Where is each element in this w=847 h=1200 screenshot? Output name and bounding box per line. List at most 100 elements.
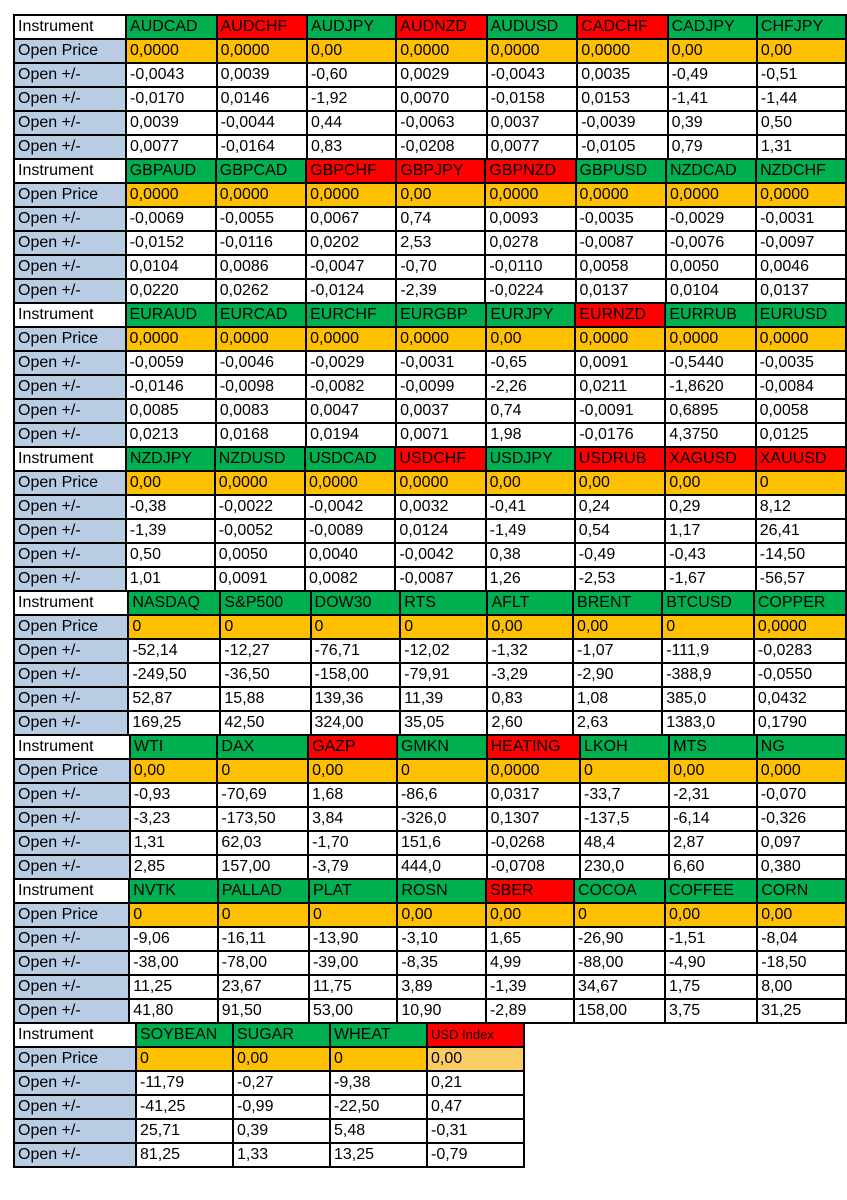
instrument-header-cell[interactable]: COPPER xyxy=(752,590,847,616)
open-delta-cell[interactable]: 2,60 xyxy=(486,710,575,736)
open-price-cell[interactable]: 0,0000 xyxy=(124,182,217,208)
open-price-cell[interactable]: 0,0000 xyxy=(664,182,758,208)
open-delta-cell[interactable]: -0,0044 xyxy=(215,110,308,136)
instrument-header-cell[interactable]: AUDJPY xyxy=(305,14,398,40)
row-label-open-delta[interactable]: Open +/- xyxy=(13,830,131,856)
instrument-header-cell[interactable]: CADJPY xyxy=(666,14,758,40)
open-price-cell[interactable]: 0 xyxy=(135,1046,234,1072)
open-price-cell[interactable]: 0,00 xyxy=(666,38,758,64)
open-price-cell[interactable]: 0,00 xyxy=(572,614,664,640)
open-price-cell[interactable]: 0,0000 xyxy=(303,470,397,496)
row-label-open-delta[interactable]: Open +/- xyxy=(13,1118,137,1144)
open-delta-cell[interactable]: -0,0035 xyxy=(574,206,667,232)
open-price-cell[interactable]: 0 xyxy=(573,902,667,928)
open-delta-cell[interactable]: 4,99 xyxy=(484,950,576,976)
row-label-instrument[interactable]: Instrument xyxy=(13,446,127,472)
row-label-open-delta[interactable]: Open +/- xyxy=(13,206,127,232)
open-delta-cell[interactable]: -0,0097 xyxy=(755,230,847,256)
instrument-header-cell[interactable]: NG xyxy=(755,734,847,760)
open-price-cell[interactable]: 0,0000 xyxy=(752,614,847,640)
instrument-header-cell[interactable]: AFLT xyxy=(486,590,575,616)
open-delta-cell[interactable]: 139,36 xyxy=(309,686,402,712)
open-price-cell[interactable]: 0 xyxy=(395,758,488,784)
open-delta-cell[interactable]: 6,60 xyxy=(668,854,758,880)
open-delta-cell[interactable]: -0,0059 xyxy=(124,350,217,376)
open-delta-cell[interactable]: 11,75 xyxy=(307,974,399,1000)
open-delta-cell[interactable]: 0,0046 xyxy=(755,254,847,280)
row-label-instrument[interactable]: Instrument xyxy=(12,878,131,904)
instrument-header-cell[interactable]: XAUUSD xyxy=(754,446,847,472)
instrument-header-cell[interactable]: XAGUSD xyxy=(664,446,757,472)
open-delta-cell[interactable]: 25,71 xyxy=(135,1118,234,1144)
open-delta-cell[interactable]: -0,0031 xyxy=(755,206,847,232)
open-delta-cell[interactable]: -0,0550 xyxy=(752,662,847,688)
row-label-open-delta[interactable]: Open +/- xyxy=(12,86,128,112)
open-delta-cell[interactable]: 1,98 xyxy=(485,422,577,448)
open-delta-cell[interactable]: 81,25 xyxy=(135,1142,234,1168)
open-delta-cell[interactable]: 0,0071 xyxy=(395,422,488,448)
open-price-cell[interactable]: 0,00 xyxy=(664,470,757,496)
instrument-header-cell[interactable]: EURRUB xyxy=(664,302,757,328)
open-delta-cell[interactable]: -0,0164 xyxy=(215,134,308,160)
row-label-open-delta[interactable]: Open +/- xyxy=(12,62,128,88)
open-delta-cell[interactable]: 0,39 xyxy=(232,1118,331,1144)
open-delta-cell[interactable]: 8,12 xyxy=(754,494,847,520)
open-delta-cell[interactable]: -0,51 xyxy=(755,62,847,88)
open-delta-cell[interactable]: -33,7 xyxy=(579,782,671,808)
open-delta-cell[interactable]: -1,39 xyxy=(484,974,576,1000)
open-delta-cell[interactable]: -0,38 xyxy=(124,494,216,520)
open-price-cell[interactable]: 0,00 xyxy=(755,38,847,64)
row-label-instrument[interactable]: Instrument xyxy=(13,302,127,328)
open-delta-cell[interactable]: 0,38 xyxy=(484,542,576,568)
open-price-cell[interactable]: 0 xyxy=(216,758,310,784)
open-delta-cell[interactable]: -0,0069 xyxy=(124,206,217,232)
instrument-header-cell[interactable]: S&P500 xyxy=(219,590,312,616)
open-delta-cell[interactable]: 0,097 xyxy=(755,830,847,856)
open-delta-cell[interactable]: -18,50 xyxy=(756,950,847,976)
open-delta-cell[interactable]: 0,83 xyxy=(305,134,398,160)
open-delta-cell[interactable]: 0,0194 xyxy=(305,422,398,448)
row-label-open-delta[interactable]: Open +/- xyxy=(13,230,127,256)
open-delta-cell[interactable]: 0,54 xyxy=(573,518,667,544)
row-label-open-delta[interactable]: Open +/- xyxy=(12,926,131,952)
instrument-header-cell[interactable]: BTCUSD xyxy=(661,590,755,616)
open-price-cell[interactable]: 0,0000 xyxy=(574,326,667,352)
open-delta-cell[interactable]: -0,60 xyxy=(305,62,398,88)
open-price-cell[interactable]: 0,00 xyxy=(232,1046,331,1072)
open-delta-cell[interactable]: -0,0110 xyxy=(484,254,577,280)
open-delta-cell[interactable]: -13,90 xyxy=(307,926,399,952)
instrument-header-cell[interactable]: SOYBEAN xyxy=(135,1022,234,1048)
open-delta-cell[interactable]: -16,11 xyxy=(216,926,310,952)
open-delta-cell[interactable]: 0,0032 xyxy=(394,494,487,520)
row-label-instrument[interactable]: Instrument xyxy=(12,590,130,616)
open-delta-cell[interactable]: -0,0158 xyxy=(485,86,579,112)
open-delta-cell[interactable]: 0,83 xyxy=(486,686,575,712)
row-label-open-delta[interactable]: Open +/- xyxy=(13,566,127,592)
open-delta-cell[interactable]: -249,50 xyxy=(127,662,222,688)
open-delta-cell[interactable]: -38,00 xyxy=(128,950,219,976)
open-delta-cell[interactable]: 0,74 xyxy=(485,398,577,424)
instrument-header-cell[interactable]: COFFEE xyxy=(664,878,759,904)
open-delta-cell[interactable]: 0,1307 xyxy=(485,806,582,832)
instrument-header-cell[interactable]: NZDUSD xyxy=(213,446,306,472)
row-label-open-delta[interactable]: Open +/- xyxy=(13,854,131,880)
open-delta-cell[interactable]: -0,93 xyxy=(128,782,219,808)
open-price-cell[interactable]: 0,0000 xyxy=(485,758,582,784)
open-delta-cell[interactable]: 1,65 xyxy=(484,926,576,952)
open-delta-cell[interactable]: 0,0037 xyxy=(485,110,579,136)
open-price-cell[interactable]: 0,00 xyxy=(756,902,847,928)
row-label-open-delta[interactable]: Open +/- xyxy=(13,278,127,304)
open-delta-cell[interactable]: 0,44 xyxy=(305,110,398,136)
open-delta-cell[interactable]: -0,65 xyxy=(485,350,577,376)
open-delta-cell[interactable]: -0,0089 xyxy=(303,518,397,544)
instrument-header-cell[interactable]: GAZP xyxy=(307,734,398,760)
instrument-header-cell[interactable]: EURGBP xyxy=(395,302,488,328)
open-delta-cell[interactable]: 0,0077 xyxy=(125,134,218,160)
instrument-header-cell[interactable]: NZDJPY xyxy=(124,446,216,472)
open-delta-cell[interactable]: -0,0047 xyxy=(305,254,398,280)
instrument-header-cell[interactable]: USDRUB xyxy=(573,446,667,472)
open-price-cell[interactable]: 0,00 xyxy=(486,614,575,640)
instrument-header-cell[interactable]: CORN xyxy=(756,878,847,904)
open-delta-cell[interactable]: 3,75 xyxy=(664,998,759,1024)
instrument-header-cell[interactable]: MTS xyxy=(668,734,758,760)
